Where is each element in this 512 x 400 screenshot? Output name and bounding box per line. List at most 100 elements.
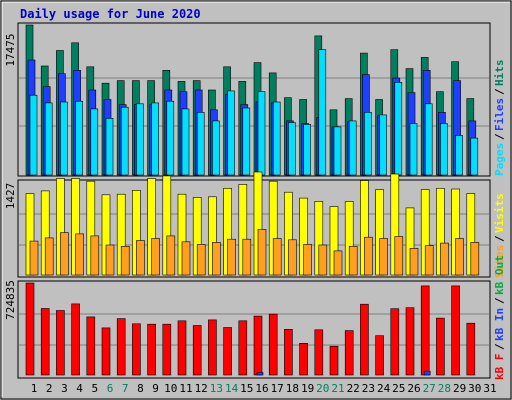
bar-pages-day-2 bbox=[44, 102, 53, 176]
day-label-14: 14 bbox=[225, 382, 239, 395]
bar-pages-day-28 bbox=[440, 123, 448, 176]
bar-sites-day-28 bbox=[440, 242, 449, 276]
day-label-26: 26 bbox=[407, 382, 420, 395]
bar-kb-f-day-2 bbox=[40, 308, 50, 376]
bar-pages-day-14 bbox=[227, 90, 235, 176]
bar-sites-day-8 bbox=[136, 240, 145, 276]
day-label-20: 20 bbox=[316, 382, 329, 395]
day-label-3: 3 bbox=[61, 382, 68, 395]
bar-pages-day-10 bbox=[166, 100, 175, 176]
legend-kb-f: kB F bbox=[493, 354, 506, 381]
bar-sites-day-4 bbox=[75, 233, 84, 276]
day-label-31: 31 bbox=[483, 382, 496, 395]
day-label-18: 18 bbox=[286, 382, 299, 395]
bar-kb-f-day-18 bbox=[284, 328, 293, 376]
bar-sites-day-18 bbox=[288, 239, 297, 276]
bar-pages-day-23 bbox=[364, 112, 372, 176]
day-label-1: 1 bbox=[31, 382, 38, 395]
bar-sites-day-6 bbox=[105, 244, 115, 276]
bar-sites-day-3 bbox=[60, 232, 69, 276]
bar-sites-day-13 bbox=[212, 242, 221, 276]
panel3-max-label: 724835 bbox=[4, 280, 17, 320]
day-label-5: 5 bbox=[91, 382, 98, 395]
bar-kb-f-day-16 bbox=[253, 315, 263, 376]
bar-kb-f-day-21 bbox=[329, 345, 339, 376]
bars-layer bbox=[25, 24, 480, 376]
day-label-15: 15 bbox=[240, 382, 253, 395]
bar-pages-day-18 bbox=[288, 122, 296, 176]
day-label-7: 7 bbox=[122, 382, 129, 395]
bar-kb-f-day-11 bbox=[177, 320, 187, 376]
legend-sites: Sites bbox=[493, 245, 506, 278]
bar-sites-day-24 bbox=[379, 238, 388, 276]
bar-kb-f-day-7 bbox=[116, 318, 126, 376]
day-label-24: 24 bbox=[377, 382, 391, 395]
bar-pages-day-22 bbox=[348, 120, 357, 176]
chart-title: Daily usage for June 2020 bbox=[20, 7, 201, 21]
bar-sites-day-19 bbox=[303, 244, 312, 276]
bar-kb-f-day-20 bbox=[314, 329, 324, 376]
bar-pages-day-19 bbox=[303, 124, 311, 176]
legend-kb-out: kB Out bbox=[493, 255, 506, 295]
bar-sites-day-25 bbox=[394, 236, 404, 276]
bar-sites-day-14 bbox=[227, 238, 236, 276]
bar-pages-day-30 bbox=[470, 137, 479, 176]
bar-sites-day-21 bbox=[333, 250, 343, 276]
bar-sites-day-29 bbox=[455, 238, 464, 276]
bar-kb-f-day-29 bbox=[451, 285, 460, 376]
bar-pages-day-13 bbox=[212, 120, 220, 176]
bar-sites-day-22 bbox=[348, 246, 358, 276]
day-label-13: 13 bbox=[210, 382, 223, 395]
bar-pages-day-17 bbox=[272, 101, 281, 176]
bar-pages-day-15 bbox=[242, 107, 251, 176]
bar-kb-f-day-4 bbox=[71, 303, 80, 376]
legend-sep1: / bbox=[493, 133, 506, 140]
bar-kb-f-day-28 bbox=[436, 317, 445, 376]
day-label-2: 2 bbox=[46, 382, 53, 395]
bar-pages-day-11 bbox=[181, 108, 190, 176]
bar-pages-day-9 bbox=[151, 102, 159, 176]
legend-sep5: / bbox=[493, 297, 506, 304]
bar-sites-day-16 bbox=[257, 229, 267, 276]
bar-kb-in-day-16 bbox=[256, 372, 264, 376]
bar-sites-day-7 bbox=[120, 246, 130, 276]
bar-sites-day-20 bbox=[318, 244, 328, 276]
bar-pages-day-20 bbox=[318, 49, 327, 176]
bar-kb-f-day-26 bbox=[405, 307, 415, 376]
bar-sites-day-12 bbox=[196, 244, 206, 276]
bar-pages-day-12 bbox=[196, 112, 205, 176]
bar-kb-f-day-19 bbox=[299, 342, 308, 376]
bar-kb-f-day-13 bbox=[208, 319, 217, 376]
bar-sites-day-27 bbox=[424, 245, 434, 276]
bar-kb-f-day-14 bbox=[223, 327, 232, 376]
bar-kb-in-day-27 bbox=[423, 370, 431, 376]
bar-kb-f-day-5 bbox=[86, 316, 96, 376]
bar-kb-f-day-15 bbox=[238, 320, 248, 376]
day-label-12: 12 bbox=[195, 382, 208, 395]
bar-pages-day-25 bbox=[394, 82, 403, 176]
bar-kb-f-day-12 bbox=[192, 325, 202, 376]
bar-sites-day-11 bbox=[181, 241, 191, 276]
legend-sep3: / bbox=[493, 235, 506, 242]
bar-kb-f-day-8 bbox=[132, 323, 141, 376]
bar-pages-day-4 bbox=[75, 100, 83, 176]
bar-kb-f-day-1 bbox=[25, 282, 35, 376]
legend-panel1: Pages / Files / Hits bbox=[493, 60, 506, 177]
day-label-30: 30 bbox=[468, 382, 481, 395]
bar-kb-f-day-3 bbox=[56, 310, 65, 376]
legend-visits: Visits bbox=[493, 193, 506, 233]
bar-pages-day-27 bbox=[424, 103, 433, 176]
bar-sites-day-1 bbox=[29, 240, 39, 276]
bar-kb-f-day-9 bbox=[147, 323, 156, 376]
day-label-19: 19 bbox=[301, 382, 314, 395]
bar-sites-day-17 bbox=[272, 238, 282, 276]
day-label-16: 16 bbox=[255, 382, 268, 395]
day-label-9: 9 bbox=[152, 382, 159, 395]
day-label-10: 10 bbox=[164, 382, 177, 395]
day-label-25: 25 bbox=[392, 382, 405, 395]
bar-sites-day-2 bbox=[44, 237, 54, 276]
day-label-4: 4 bbox=[76, 382, 83, 395]
